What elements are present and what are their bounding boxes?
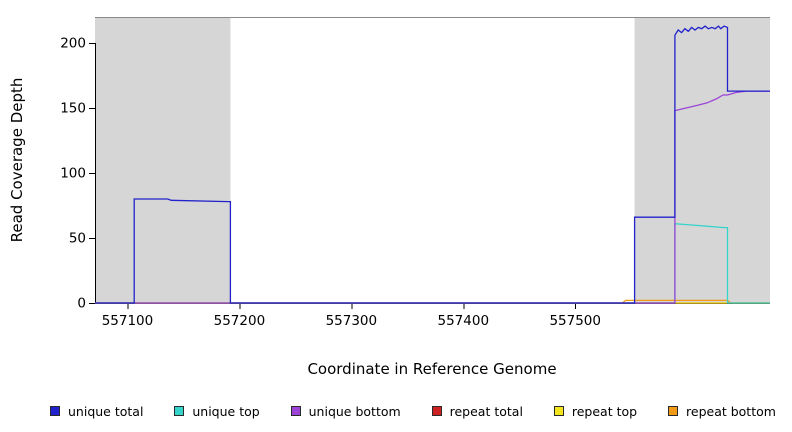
legend-item-repeat-total: repeat total [431,403,523,419]
x-tick-label: 557200 [214,313,266,329]
shaded-repeat-region [95,17,231,303]
series-line-unique-total [95,25,770,304]
legend-label: repeat total [449,403,523,419]
legend-swatch-repeat-bottom [668,406,679,416]
y-axis-title: Read Coverage Depth [8,78,26,243]
legend-item-repeat-bottom: repeat bottom [668,404,776,419]
legend-item-unique-total: unique total [50,404,143,419]
x-axis-title: Coordinate in Reference Genome [307,360,556,378]
legend-label: unique total [68,403,144,419]
y-tick-label: 0 [77,296,86,312]
legend-item-unique-top: unique top [174,403,260,419]
y-tick-label: 150 [60,101,86,117]
legend-swatch-unique-top [174,406,185,416]
legend-item-repeat-top: repeat top [553,403,638,419]
x-tick-label: 557500 [549,313,601,329]
y-tick-label: 100 [60,166,86,182]
y-tick-label: 200 [60,36,86,52]
x-tick-label: 557400 [438,313,490,329]
legend-label: unique top [192,403,260,419]
coverage-plot: Read Coverage Depth Coordinate in Refere… [8,17,770,378]
y-tick-label: 50 [69,231,86,247]
legend-item-unique-bottom: unique bottom [290,403,401,419]
legend-swatch-repeat-total [431,406,442,416]
legend-label: unique bottom [308,403,401,419]
legend: unique total unique top unique bottom re… [0,396,792,426]
shaded-repeat-region [634,17,770,303]
legend-swatch-unique-total [50,406,60,416]
x-tick-label: 557100 [102,313,154,329]
legend-label: repeat bottom [686,403,776,419]
x-tick-label: 557300 [326,313,378,329]
legend-swatch-unique-bottom [290,406,301,416]
legend-swatch-repeat-top [553,406,564,416]
legend-label: repeat top [571,403,638,419]
